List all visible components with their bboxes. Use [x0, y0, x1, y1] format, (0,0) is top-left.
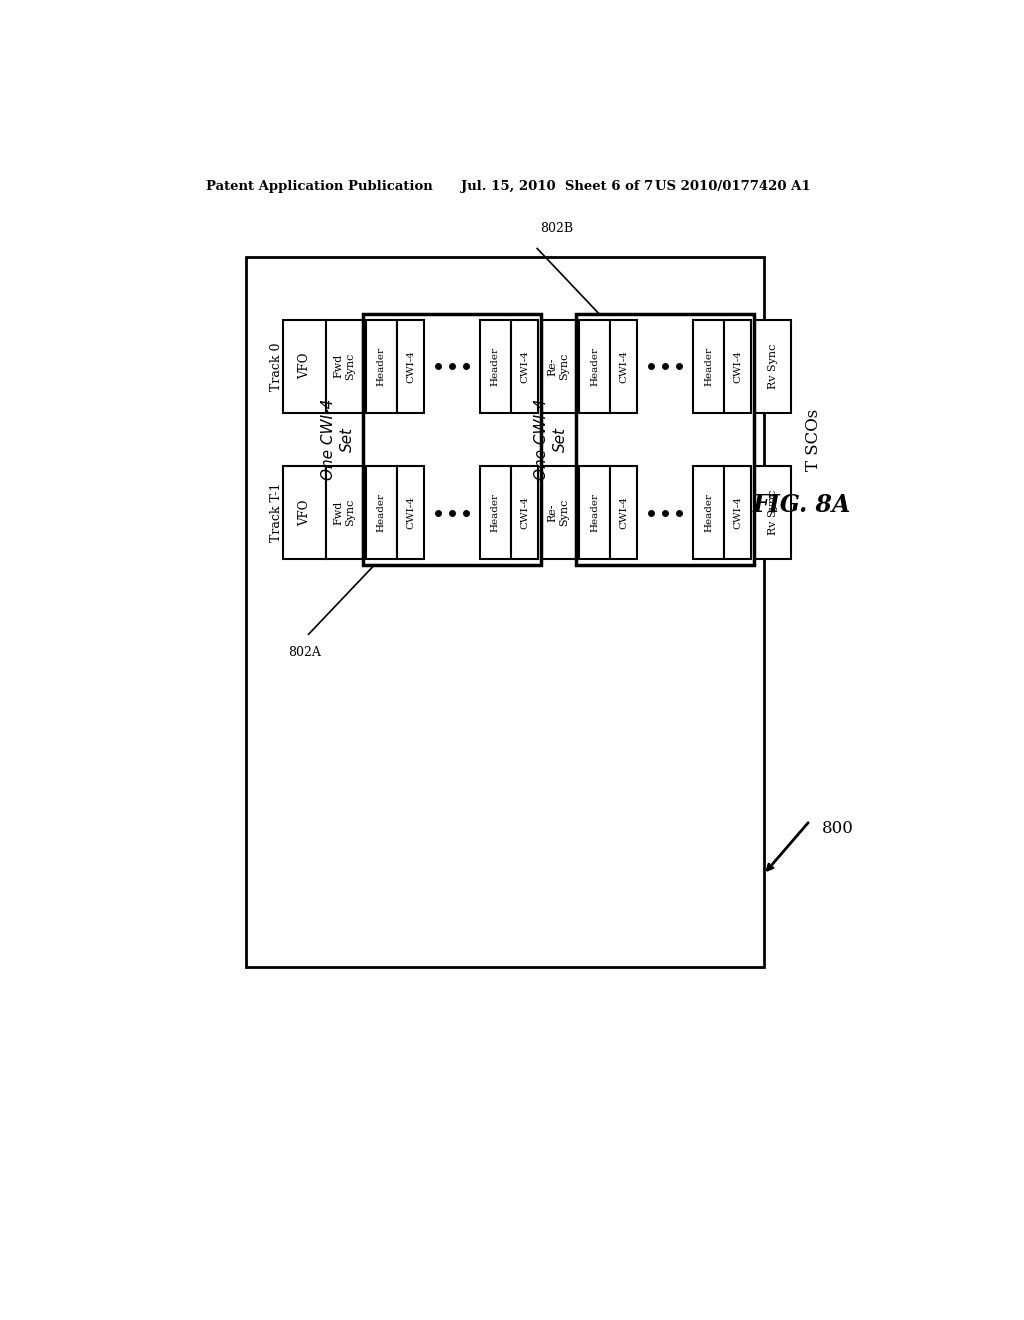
Bar	[724, 321, 751, 412]
Text: CWI-4: CWI-4	[733, 350, 742, 383]
Text: 800: 800	[821, 820, 853, 837]
Text: Header: Header	[703, 494, 713, 532]
Bar	[511, 321, 538, 412]
Bar	[755, 321, 792, 412]
Bar	[366, 321, 397, 412]
Text: CWI-4: CWI-4	[520, 496, 529, 529]
Bar	[480, 466, 511, 558]
Text: US 2010/0177420 A1: US 2010/0177420 A1	[655, 181, 811, 194]
Bar	[724, 466, 751, 558]
Text: Header: Header	[377, 494, 386, 532]
Text: Fwd
Sync: Fwd Sync	[334, 499, 355, 527]
Bar	[693, 321, 724, 412]
Text: CWI-4: CWI-4	[406, 496, 415, 529]
Bar	[326, 466, 362, 558]
Text: One CWI-4
Set: One CWI-4 Set	[535, 399, 568, 480]
Bar	[397, 466, 424, 558]
Text: T SCOs: T SCOs	[805, 408, 821, 470]
Bar	[397, 321, 424, 412]
Text: Header: Header	[377, 347, 386, 385]
Bar	[362, 314, 541, 565]
Text: 802B: 802B	[540, 222, 573, 235]
Text: Re-
Sync: Re- Sync	[548, 499, 569, 527]
Text: CWI-4: CWI-4	[520, 350, 529, 383]
Bar	[610, 466, 637, 558]
Text: CWI-4: CWI-4	[620, 496, 628, 529]
Bar	[575, 314, 755, 565]
Text: Patent Application Publication: Patent Application Publication	[206, 181, 432, 194]
Text: 802A: 802A	[289, 645, 322, 659]
Text: Header: Header	[703, 347, 713, 385]
Bar	[579, 321, 610, 412]
Bar	[283, 321, 326, 412]
Text: Header: Header	[490, 347, 500, 385]
Text: VFO: VFO	[298, 354, 311, 379]
Bar	[283, 466, 326, 558]
Bar	[610, 321, 637, 412]
Text: VFO: VFO	[298, 499, 311, 525]
Text: Header: Header	[490, 494, 500, 532]
Text: Fwd
Sync: Fwd Sync	[334, 352, 355, 380]
Text: Re-
Sync: Re- Sync	[548, 352, 569, 380]
Text: Jul. 15, 2010  Sheet 6 of 7: Jul. 15, 2010 Sheet 6 of 7	[461, 181, 653, 194]
Bar	[246, 257, 764, 966]
Text: Track 0: Track 0	[270, 342, 284, 391]
Bar	[541, 321, 575, 412]
Bar	[755, 466, 792, 558]
Bar	[541, 466, 575, 558]
Text: Header: Header	[590, 494, 599, 532]
Bar	[579, 466, 610, 558]
Text: Rv Sync: Rv Sync	[768, 490, 778, 536]
Text: CWI-4: CWI-4	[733, 496, 742, 529]
Bar	[326, 321, 362, 412]
Text: CWI-4: CWI-4	[406, 350, 415, 383]
Bar	[366, 466, 397, 558]
Text: Track T-1: Track T-1	[270, 483, 284, 543]
Text: One CWI-4
Set: One CWI-4 Set	[322, 399, 355, 480]
Text: CWI-4: CWI-4	[620, 350, 628, 383]
Bar	[693, 466, 724, 558]
Text: Header: Header	[590, 347, 599, 385]
Bar	[480, 321, 511, 412]
Text: Rv Sync: Rv Sync	[768, 343, 778, 389]
Text: FIG. 8A: FIG. 8A	[753, 492, 851, 517]
Bar	[511, 466, 538, 558]
